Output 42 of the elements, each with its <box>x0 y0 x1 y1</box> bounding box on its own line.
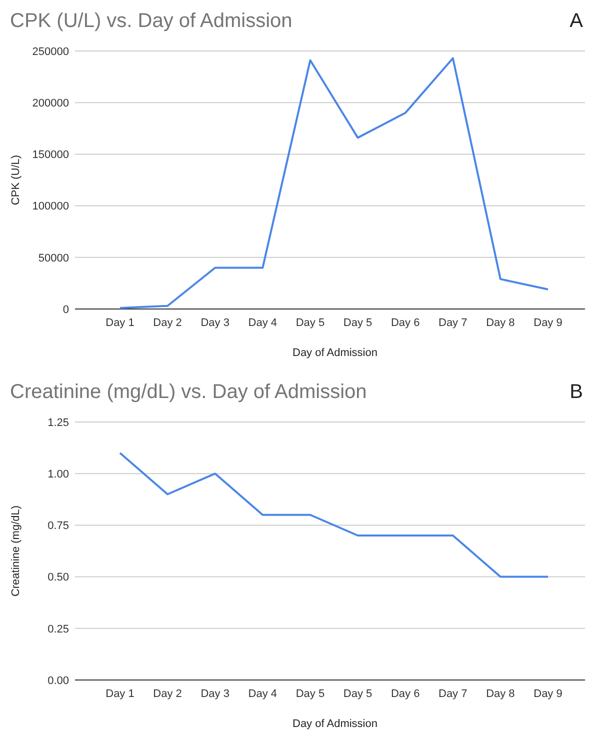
y-tick-label: 150000 <box>32 149 69 162</box>
x-tick-label: Day 8 <box>486 317 515 329</box>
x-tick-label: Day 2 <box>153 317 182 329</box>
x-tick-label: Day 9 <box>534 317 562 329</box>
y-tick-label: 0.00 <box>48 674 69 687</box>
x-tick-label: Day 7 <box>438 688 468 700</box>
y-tick-label: 0 <box>62 304 69 316</box>
x-tick-label: Day 3 <box>200 317 230 329</box>
x-tick-label: Day 6 <box>390 688 420 700</box>
y-tick-label: 0.75 <box>48 520 69 532</box>
x-tick-label: Day 7 <box>438 317 468 329</box>
y-tick-label: 0.50 <box>48 572 69 584</box>
x-tick-label: Day 3 <box>200 688 230 700</box>
y-tick-label: 200000 <box>32 97 69 110</box>
x-tick-label: Day 5 <box>343 317 372 329</box>
y-tick-label: 1.25 <box>48 416 69 429</box>
y-tick-label: 50000 <box>38 252 69 264</box>
x-tick-label: Day 1 <box>106 688 134 700</box>
y-tick-label: 0.25 <box>48 623 69 636</box>
text: B <box>570 381 583 403</box>
chart-title: CPK (U/L) vs. Day of Admission <box>10 10 292 32</box>
x-tick-label: Day 4 <box>248 317 278 329</box>
x-tick-label: Day 2 <box>153 688 182 700</box>
x-axis-title: Day of Admission <box>292 347 378 359</box>
y-tick-label: 250000 <box>32 46 69 58</box>
x-axis-title: Day of Admission <box>292 718 378 730</box>
line-series <box>119 452 549 578</box>
x-tick-label: Day 5 <box>343 688 372 700</box>
x-tick-label: Day 8 <box>486 688 515 700</box>
x-tick-label: Day 4 <box>248 688 278 700</box>
x-tick-label: Day 1 <box>106 317 134 329</box>
x-tick-label: Day 5 <box>296 317 325 329</box>
y-axis-title: CPK (U/L) <box>10 154 22 206</box>
y-axis-title: Creatinine (mg/dL) <box>10 505 22 597</box>
text: A <box>570 10 584 32</box>
chart-title: Creatinine (mg/dL) vs. Day of Admission <box>10 381 367 403</box>
line-series <box>119 57 549 309</box>
y-tick-label: 100000 <box>32 200 69 213</box>
y-tick-label: 1.00 <box>48 468 69 480</box>
x-tick-label: Day 9 <box>534 688 562 700</box>
x-tick-label: Day 6 <box>390 317 420 329</box>
x-tick-label: Day 5 <box>296 688 325 700</box>
